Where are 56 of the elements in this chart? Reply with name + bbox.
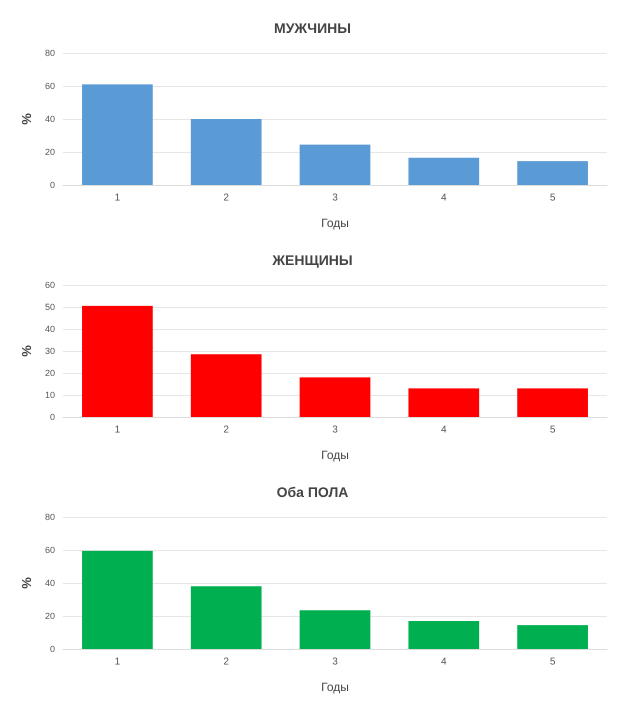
bar — [517, 625, 588, 649]
x-tick-label: 5 — [550, 424, 556, 436]
bar — [82, 550, 153, 649]
bar — [408, 620, 480, 649]
bar — [300, 377, 370, 417]
bar — [82, 306, 153, 417]
bar — [300, 610, 370, 649]
y-tick-label: 50 — [44, 302, 55, 312]
x-axis-title: Годы — [321, 680, 349, 694]
bar — [190, 119, 262, 185]
x-tick-label: 4 — [441, 192, 448, 204]
y-tick-label: 80 — [44, 48, 55, 58]
x-tick-label: 2 — [223, 656, 230, 668]
y-tick-label: 60 — [44, 545, 55, 555]
chart-title: Оба ПОЛА — [276, 484, 348, 500]
x-tick-label: 1 — [114, 192, 121, 204]
y-tick-label: 10 — [44, 390, 55, 400]
bar — [190, 354, 262, 417]
x-tick-label: 3 — [332, 424, 338, 436]
x-tick-label: 5 — [550, 656, 556, 668]
y-tick-label: 60 — [44, 81, 55, 91]
bar — [300, 144, 370, 185]
bar — [82, 84, 153, 185]
x-tick-label: 4 — [441, 424, 448, 436]
y-axis-title: % — [19, 112, 34, 125]
y-tick-label: 20 — [44, 611, 55, 621]
chart-title: МУЖЧИНЫ — [274, 20, 351, 36]
bar — [408, 388, 480, 417]
y-tick-label: 0 — [50, 180, 55, 190]
y-tick-label: 20 — [44, 147, 55, 157]
x-tick-label: 5 — [550, 192, 556, 204]
x-axis-title: Годы — [321, 216, 349, 230]
x-tick-label: 4 — [441, 656, 448, 668]
x-axis-title: Годы — [321, 448, 349, 462]
bar — [408, 158, 480, 185]
x-tick-label: 2 — [223, 192, 230, 204]
y-tick-label: 30 — [44, 346, 55, 356]
y-tick-label: 80 — [44, 512, 55, 522]
y-axis-title: % — [19, 344, 34, 357]
chart-title: ЖЕНЩИНЫ — [271, 252, 353, 268]
bar — [517, 388, 588, 417]
x-tick-label: 2 — [223, 424, 230, 436]
y-tick-label: 20 — [44, 368, 55, 378]
x-tick-label: 3 — [332, 192, 338, 204]
bar — [190, 586, 262, 649]
y-tick-label: 40 — [44, 324, 55, 334]
y-tick-label: 60 — [44, 280, 55, 290]
y-tick-label: 40 — [44, 578, 55, 588]
y-tick-label: 0 — [50, 644, 55, 654]
bar — [517, 161, 588, 185]
x-tick-label: 1 — [114, 656, 121, 668]
x-tick-label: 1 — [114, 424, 121, 436]
y-axis-title: % — [19, 576, 34, 589]
y-tick-label: 0 — [50, 412, 55, 422]
y-tick-label: 40 — [44, 114, 55, 124]
x-tick-label: 3 — [332, 656, 338, 668]
